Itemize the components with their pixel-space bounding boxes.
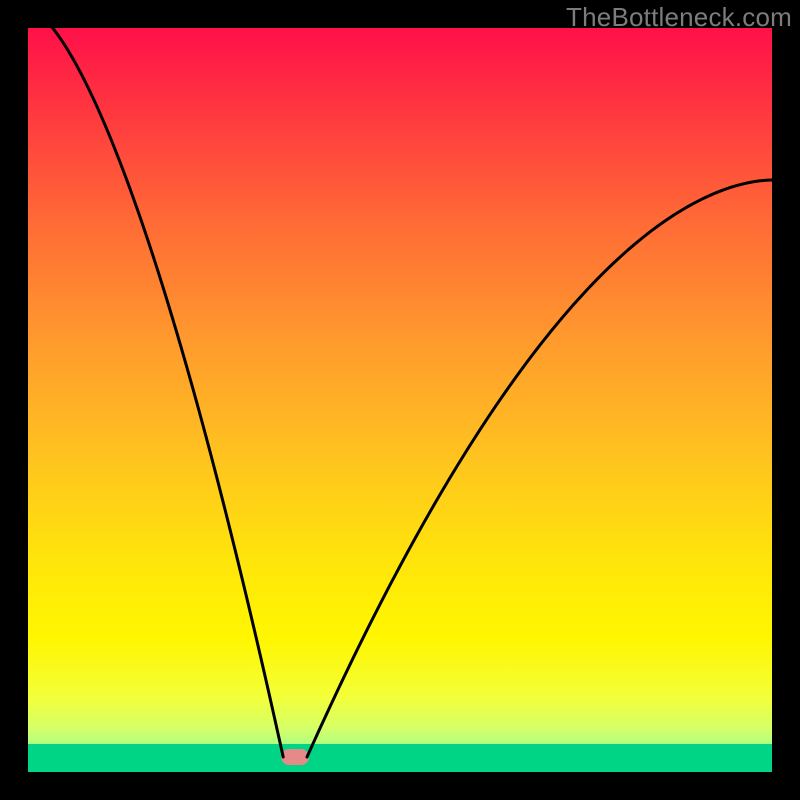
bottleneck-chart: [0, 0, 800, 800]
bottom-green-band: [28, 744, 772, 772]
plot-background: [28, 28, 772, 772]
chart-frame: TheBottleneck.com: [0, 0, 800, 800]
dip-marker: [281, 749, 309, 765]
